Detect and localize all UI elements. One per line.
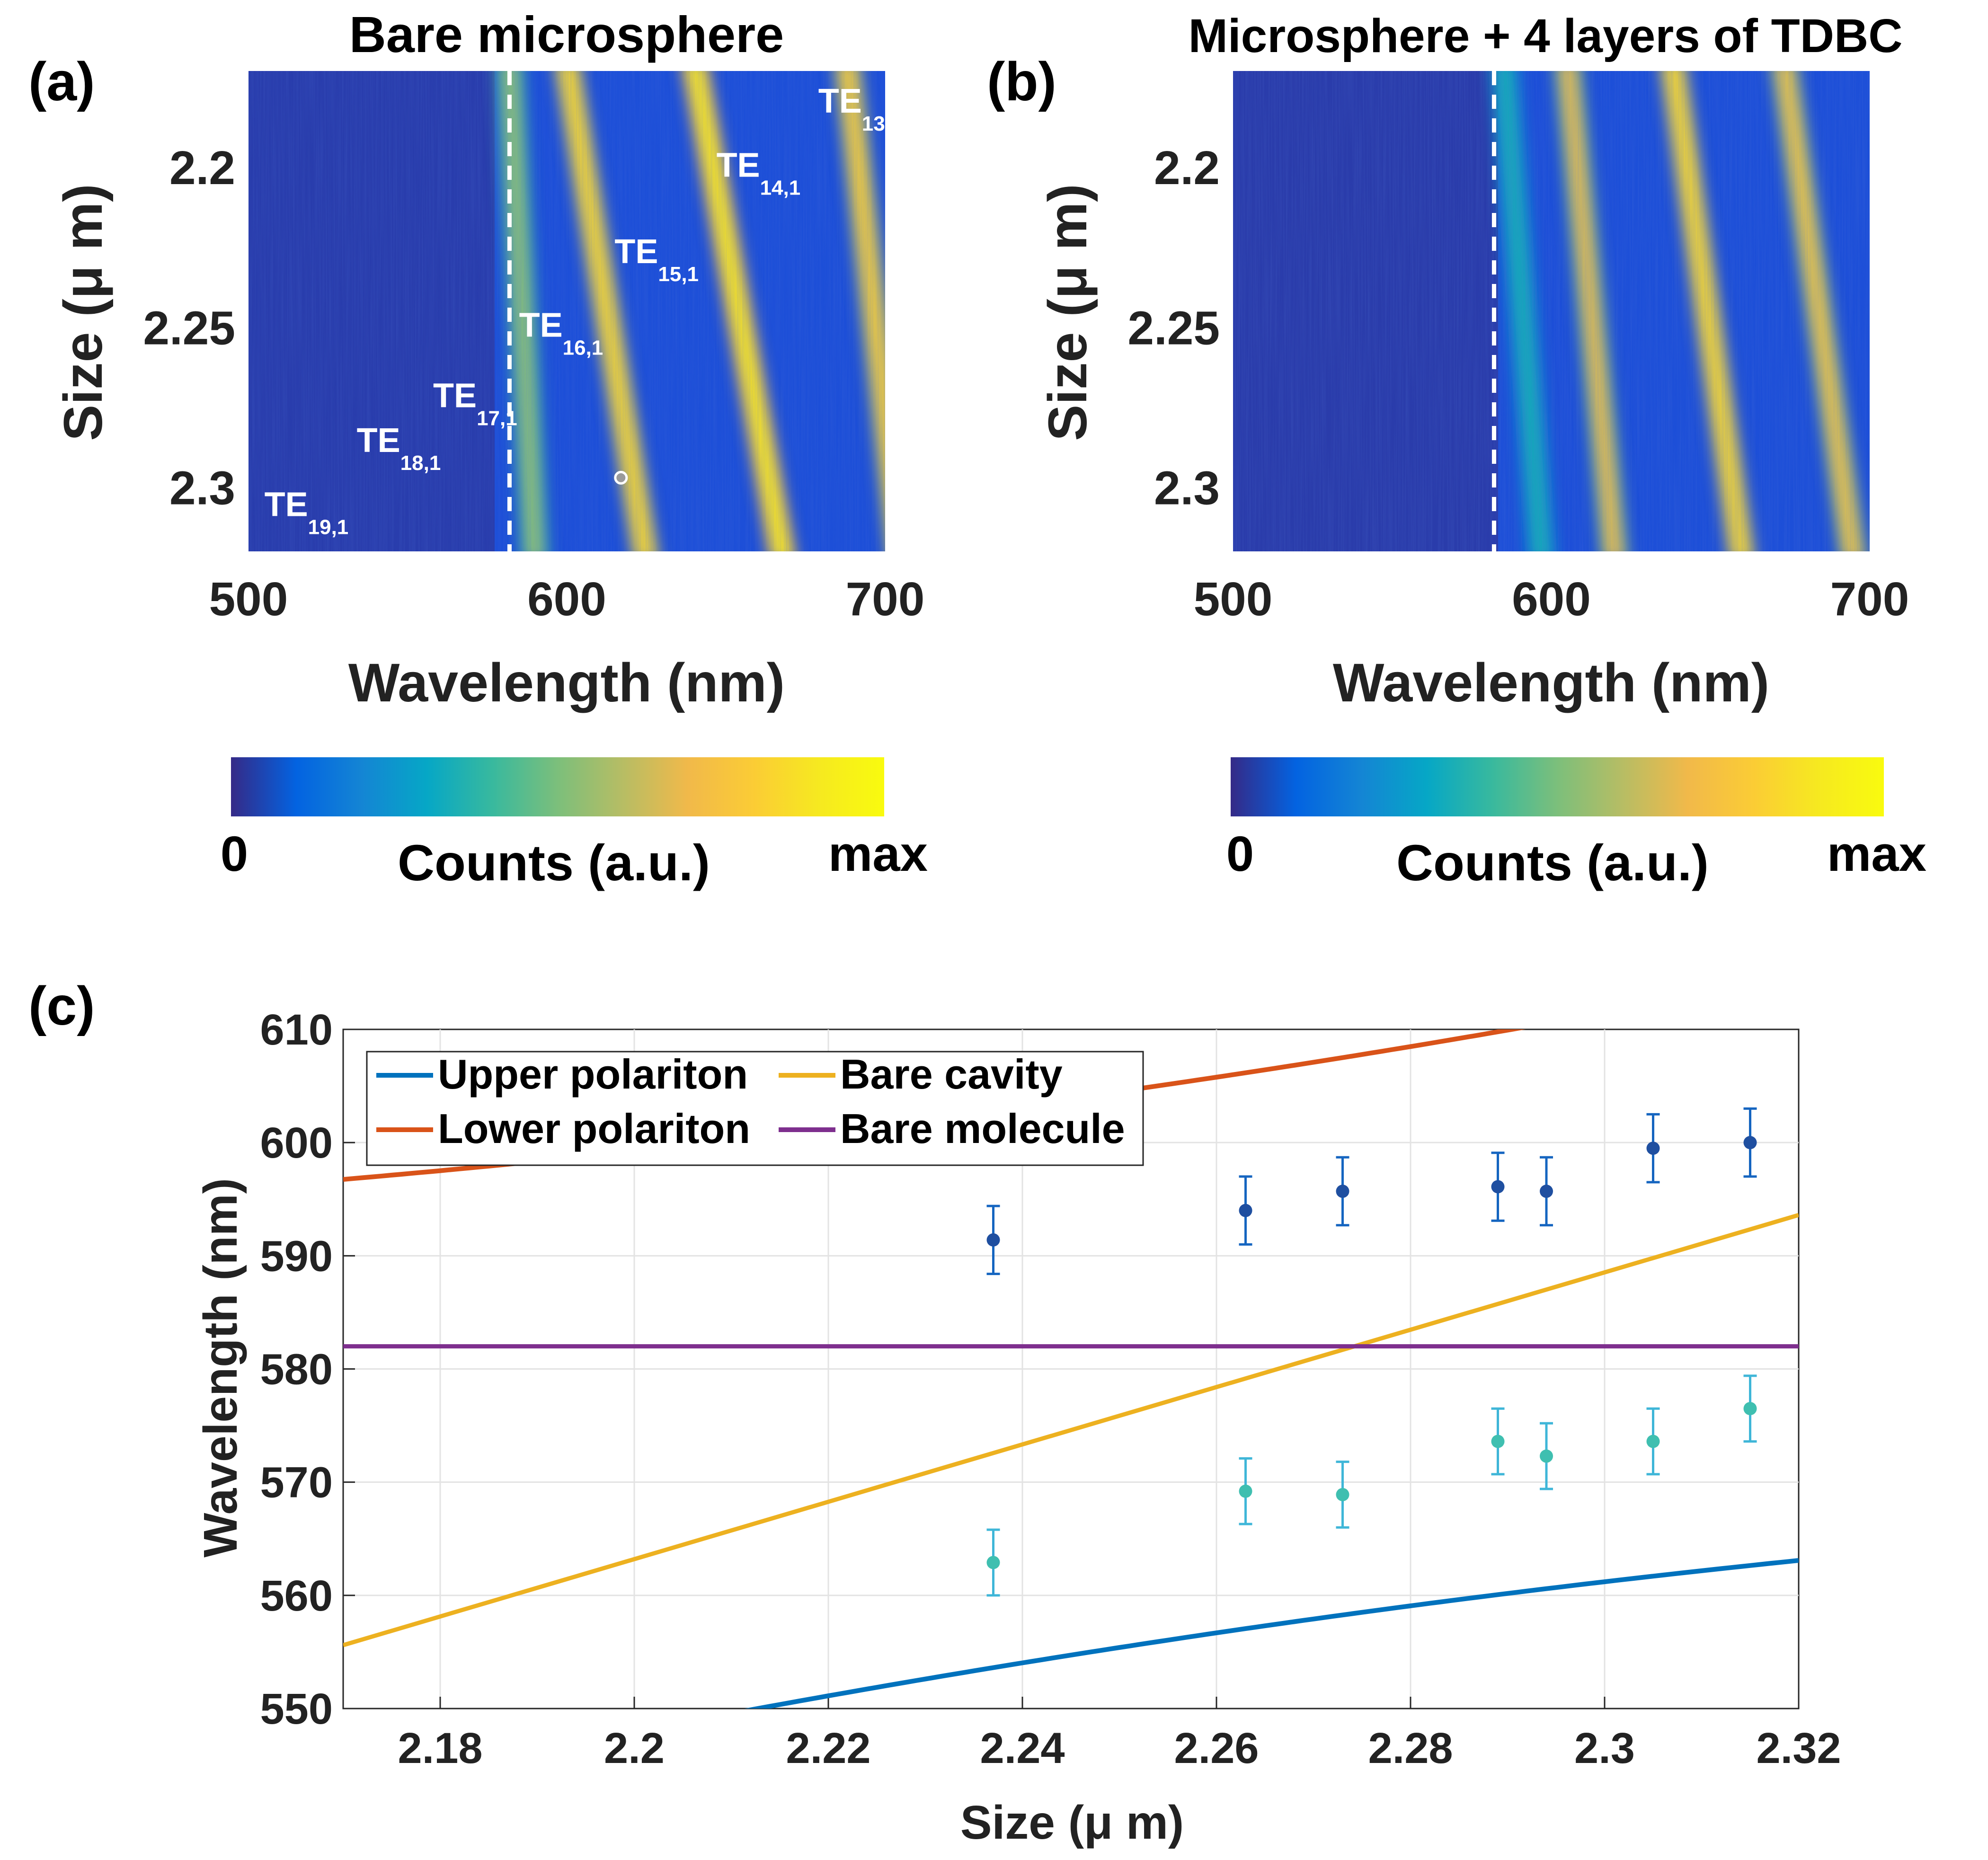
panel-a-xtick-600: 600 [527,573,606,626]
mode-label-te-16-1: TE16,1 [519,307,604,360]
legend-label-upper-polariton: Upper polariton [438,1051,748,1098]
panel-a-colorbar-min: 0 [221,826,248,882]
panel-b-title: Microsphere + 4 layers of TDBC [1189,9,1903,62]
panel-c-xtick-2-28: 2.28 [1368,1724,1453,1772]
panel-c-ytick-550: 550 [260,1685,333,1733]
panel-c-xtick-2-22: 2.22 [786,1724,870,1772]
panel-c-xtick-2-32: 2.32 [1756,1724,1841,1772]
panel-b-xtick-500: 500 [1194,573,1273,626]
lower-point-5 [1540,1185,1553,1198]
panel-a-heatmap: (a) Bare microsphere TE13,1TE14,1TE15,1T… [28,6,928,891]
series-bare-cavity [343,1213,1799,1647]
legend-label-bare-cavity: Bare cavity [840,1051,1063,1098]
mode-label-te-18-1: TE18,1 [357,422,441,475]
panel-c-ytick-610: 610 [260,1006,333,1054]
lower-point-2 [1239,1204,1252,1217]
panel-a-colorbar-max: max [828,826,928,882]
panel-c-ytick-580: 580 [260,1346,333,1394]
panel-c-xtick-2-18: 2.18 [398,1724,482,1772]
panel-a-ytick-2-3: 2.3 [169,462,235,515]
panel-c-ytick-560: 560 [260,1572,333,1620]
panel-c-xtick-2-24: 2.24 [980,1724,1065,1772]
panel-a-xtick-500: 500 [209,573,288,626]
panel-c-line-chart: (c) 2.18 2.2 2.22 2.24 2.26 2.28 2.3 2.32 550 56… [28,976,1841,1849]
panel-b-ytick-2-25: 2.25 [1127,301,1220,354]
legend-label-bare-molecule: Bare molecule [840,1105,1125,1152]
panel-b-colorbar-label: Counts (a.u.) [1396,834,1709,891]
panel-b-heatmap: (b) Microsphere + 4 layers of TDBC 500 60… [987,9,1926,891]
upper-point-4 [1491,1435,1505,1448]
upper-point-6 [1646,1435,1660,1448]
lower-point-3 [1336,1185,1349,1198]
lower-point-7 [1743,1136,1757,1150]
mode-label-te-19-1: TE19,1 [265,486,349,539]
lower-point-4 [1491,1180,1505,1194]
panel-a-xlabel: Wavelength (nm) [348,653,785,713]
panel-b-ylabel: Size (μ m) [1038,184,1098,441]
panel-a-ytick-2-2: 2.2 [169,142,235,195]
upper-point-3 [1336,1488,1349,1501]
panel-c-ytick-590: 590 [260,1232,333,1280]
lower-point-6 [1646,1142,1660,1155]
panel-a-colorbar-label: Counts (a.u.) [398,834,710,891]
panel-a-label: (a) [28,52,95,112]
upper-point-7 [1743,1402,1757,1416]
panel-b-ytick-2-2: 2.2 [1154,142,1220,195]
legend-box [366,1051,1144,1166]
panel-c-xtick-2-2: 2.2 [604,1724,665,1772]
panel-b-label: (b) [987,52,1056,112]
upper-point-2 [1239,1484,1252,1498]
panel-a-marker [614,470,628,485]
panel-a-xtick-700: 700 [846,573,925,626]
panel-c-xtick-2-3: 2.3 [1574,1724,1635,1772]
mode-label-te-17-1: TE17,1 [433,377,517,430]
lower-point-1 [986,1233,1000,1247]
panel-c-ytick-600: 600 [260,1119,333,1167]
legend-label-lower-polariton: Lower polariton [438,1105,750,1152]
panel-c-xlabel: Size (μ m) [960,1796,1184,1849]
panel-b-xtick-700: 700 [1830,573,1909,626]
mode-label-te-15-1: TE15,1 [614,233,699,286]
series-upper-polariton [744,1558,1799,1709]
panel-c-xtick-2-26: 2.26 [1174,1724,1259,1772]
panel-c-label: (c) [28,976,95,1036]
panel-a-ylabel: Size (μ m) [53,184,114,441]
panel-a-colorbar [231,757,884,816]
panel-c-legend: Upper polariton Lower polariton Bare cavit… [366,1051,1144,1166]
upper-point-1 [986,1556,1000,1569]
panel-c-ylabel: Wavelength (nm) [194,1178,247,1558]
panel-b-ytick-2-3: 2.3 [1154,462,1220,515]
panel-c-ytick-570: 570 [260,1459,333,1507]
panel-b-colorbar [1231,757,1884,816]
panel-b-xlabel: Wavelength (nm) [1333,653,1769,713]
mode-label-te-14-1: TE14,1 [717,146,801,199]
panel-b-colorbar-max: max [1827,826,1926,882]
upper-point-5 [1540,1449,1553,1463]
panel-b-xtick-600: 600 [1512,573,1591,626]
panel-a-ytick-2-25: 2.25 [143,301,235,354]
panel-a-title: Bare microsphere [349,6,784,63]
panel-b-colorbar-min: 0 [1226,826,1254,882]
mode-label-te-13-1: TE13,1 [818,82,903,135]
